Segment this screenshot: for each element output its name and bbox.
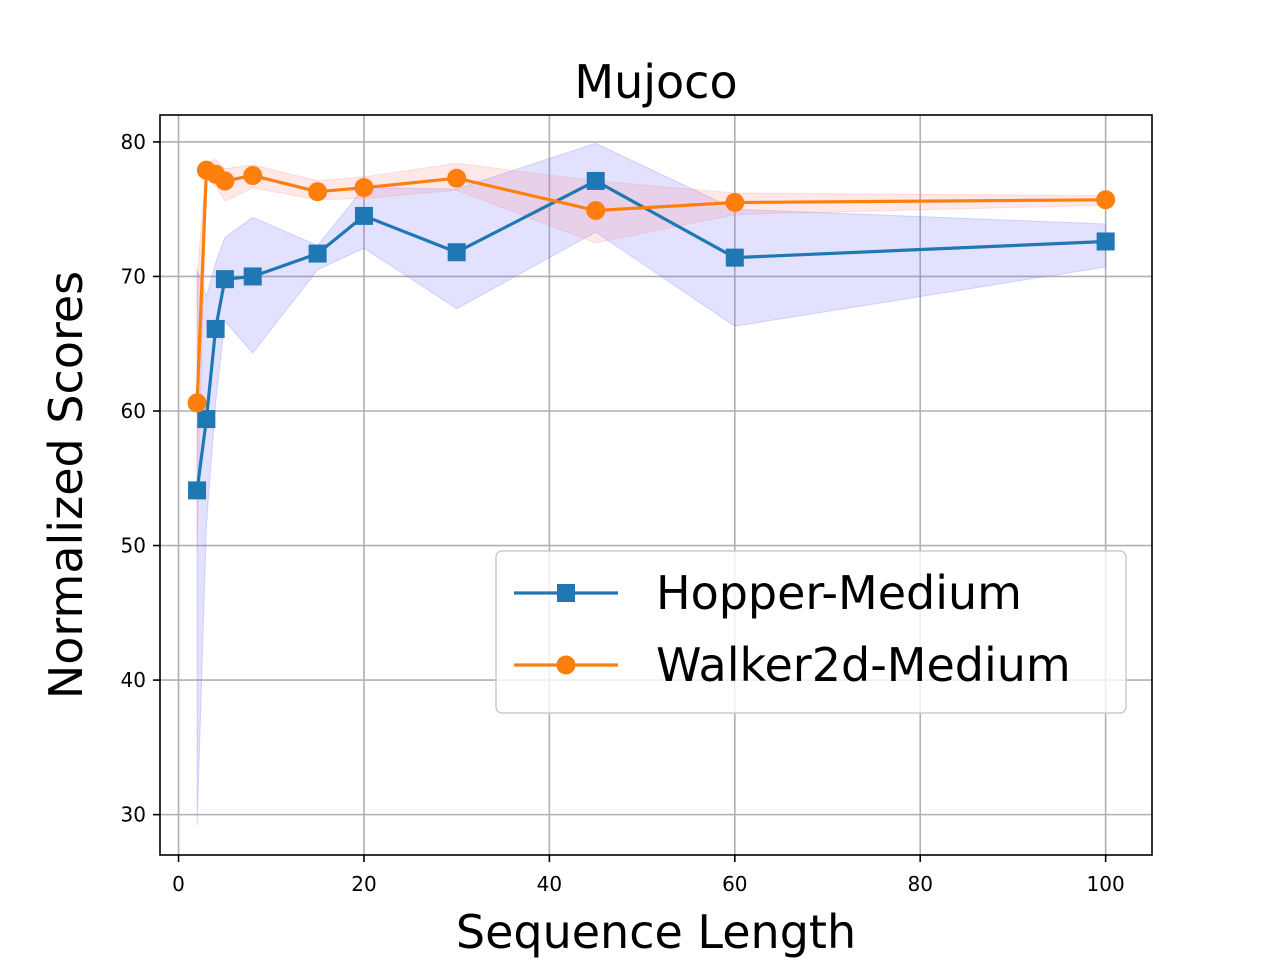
y-tick-label: 70 xyxy=(121,264,146,288)
walker2d-medium-point xyxy=(187,393,207,413)
x-tick-label: 100 xyxy=(1087,872,1125,896)
hopper-medium-point xyxy=(447,243,466,262)
hopper-medium-point xyxy=(215,270,234,289)
hopper-medium-point xyxy=(725,248,744,267)
legend-box xyxy=(495,550,1127,714)
y-tick-label: 50 xyxy=(121,534,146,558)
hopper-medium-point xyxy=(188,481,207,500)
y-tick-label: 60 xyxy=(121,399,146,423)
hopper-medium-point xyxy=(243,267,262,286)
walker2d-medium-point xyxy=(354,178,374,198)
hopper-medium-point xyxy=(586,171,605,190)
plot-area-frame xyxy=(159,114,1153,856)
series-markers xyxy=(187,160,1116,500)
walker2d-medium-point xyxy=(1096,190,1116,210)
hopper-medium-point xyxy=(308,244,327,263)
y-tick-label: 40 xyxy=(121,668,146,692)
walker2d-medium-point xyxy=(215,171,235,191)
y-tick-label: 30 xyxy=(121,803,146,827)
x-tick-label: 20 xyxy=(351,872,376,896)
hopper-medium-point xyxy=(354,206,373,225)
y-tick-label: 80 xyxy=(121,130,146,154)
walker2d-medium-point xyxy=(447,168,467,188)
walker2d-medium-point xyxy=(725,192,745,212)
legend-walker2d-medium-marker xyxy=(556,655,576,675)
walker2d-medium-point xyxy=(243,166,263,186)
hopper-medium-point xyxy=(206,319,225,338)
x-tick-label: 80 xyxy=(907,872,932,896)
x-tick-label: 60 xyxy=(722,872,747,896)
legend-walker2d-medium-label: Walker2d-Medium xyxy=(656,638,1071,692)
legend-hopper-medium-marker xyxy=(557,584,575,602)
legend-hopper-medium-label: Hopper-Medium xyxy=(656,566,1022,620)
x-tick-label: 40 xyxy=(537,872,562,896)
y-axis-label: Normalized Scores xyxy=(39,271,93,699)
x-axis-label: Sequence Length xyxy=(456,905,856,959)
hopper-medium-point xyxy=(197,410,216,429)
confidence-bands xyxy=(196,142,1107,826)
walker2d-medium-point xyxy=(586,201,606,221)
walker2d-medium-point xyxy=(308,182,328,202)
axis-ticks: 0 20 40 60 80 100 30 40 50 60 70 80 xyxy=(121,130,1125,896)
x-tick-label: 0 xyxy=(172,872,185,896)
hopper-medium-point xyxy=(1096,232,1115,251)
legend: Hopper-Medium Walker2d-Medium xyxy=(495,550,1127,714)
chart-title: Mujoco xyxy=(574,55,737,109)
hopper-medium-band xyxy=(196,142,1107,826)
